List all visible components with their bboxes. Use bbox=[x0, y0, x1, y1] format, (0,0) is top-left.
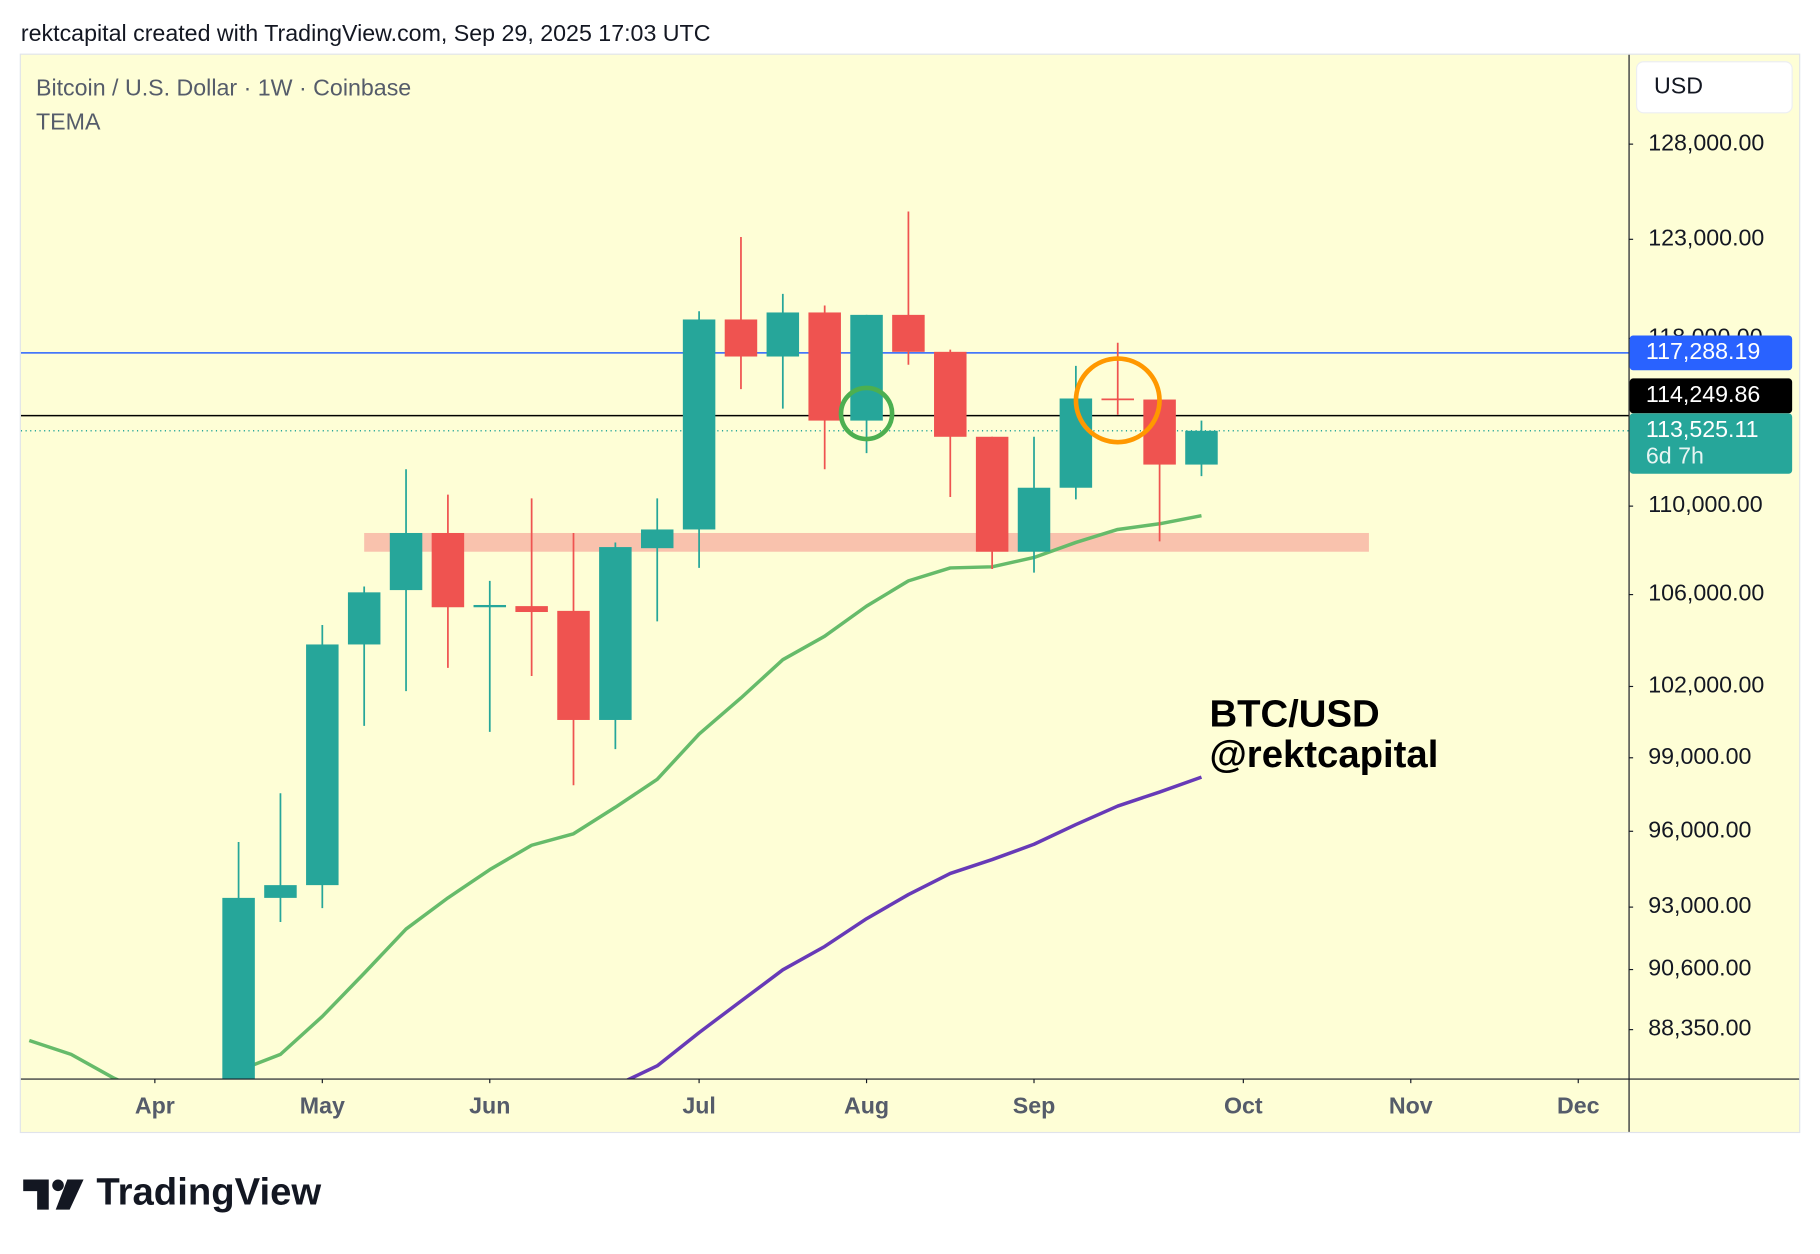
candle-body bbox=[515, 606, 548, 613]
candle-body bbox=[934, 351, 967, 437]
x-tick-label: Jun bbox=[469, 1093, 510, 1119]
plot-area bbox=[20, 211, 1629, 1079]
candle-body bbox=[1017, 487, 1051, 552]
logo-mark bbox=[55, 1179, 84, 1210]
y-tick-label: 93,000.00 bbox=[1648, 892, 1751, 918]
candle-body bbox=[724, 319, 758, 357]
tradingview-logo: TradingView bbox=[23, 1171, 321, 1214]
logo-mark bbox=[23, 1179, 49, 1210]
candle-body bbox=[557, 610, 590, 720]
price-level-label: 113,525.11 bbox=[1646, 416, 1759, 442]
candle-body bbox=[599, 547, 632, 720]
candle-body bbox=[1185, 430, 1218, 465]
candle-body bbox=[389, 532, 423, 591]
y-tick-label: 128,000.00 bbox=[1648, 129, 1764, 155]
candle-body bbox=[850, 314, 883, 421]
highlight-circle bbox=[838, 385, 895, 442]
candle-body bbox=[306, 644, 339, 886]
candle-body bbox=[975, 436, 1009, 552]
x-tick-label: Apr bbox=[135, 1093, 175, 1119]
x-tick-label: Oct bbox=[1224, 1093, 1263, 1119]
candle-body bbox=[431, 532, 465, 608]
y-tick-label: 123,000.00 bbox=[1648, 224, 1764, 250]
price-level-box bbox=[1629, 378, 1793, 414]
y-tick-label: 90,600.00 bbox=[1648, 955, 1751, 981]
countdown-label: 6d 7h bbox=[1646, 443, 1704, 469]
x-tick-label: Jul bbox=[682, 1093, 716, 1119]
x-tick-label: Nov bbox=[1389, 1093, 1433, 1119]
logo-text: TradingView bbox=[96, 1171, 321, 1214]
y-tick-label: 106,000.00 bbox=[1648, 580, 1764, 606]
tema-line bbox=[28, 513, 1202, 1079]
x-tick-label: Dec bbox=[1557, 1093, 1600, 1119]
candle-body bbox=[1101, 398, 1134, 401]
header: rektcapital created with TradingView.com… bbox=[21, 20, 711, 46]
tema-line bbox=[626, 775, 1203, 1079]
axes: 128,000.00123,000.00118,000.00110,000.00… bbox=[135, 129, 1793, 1119]
candle-body bbox=[808, 312, 841, 421]
chart-title: Bitcoin / U.S. Dollar · 1W · Coinbase bbox=[36, 75, 411, 101]
indicator-label: TEMA bbox=[36, 108, 101, 134]
price-level-box bbox=[1629, 335, 1793, 371]
y-tick-label: 99,000.00 bbox=[1648, 743, 1751, 769]
candle-body bbox=[264, 885, 297, 898]
candle-body bbox=[473, 604, 507, 608]
x-tick-label: Sep bbox=[1013, 1093, 1056, 1119]
highlight-circle bbox=[1073, 356, 1162, 445]
currency-box[interactable] bbox=[1636, 61, 1793, 114]
x-tick-label: May bbox=[300, 1093, 345, 1119]
y-tick-label: 110,000.00 bbox=[1648, 491, 1762, 517]
candle-body bbox=[222, 897, 255, 1079]
candle-body bbox=[766, 312, 800, 357]
candle-body bbox=[347, 592, 381, 645]
annotation: BTC/USD bbox=[1209, 693, 1379, 736]
price-level-label: 114,249.86 bbox=[1646, 381, 1760, 407]
logo-mark bbox=[52, 1179, 64, 1192]
y-tick-label: 88,350.00 bbox=[1648, 1015, 1751, 1041]
chart-pane bbox=[19, 53, 1801, 1134]
y-tick-label: 96,000.00 bbox=[1648, 816, 1751, 842]
price-level-box bbox=[1629, 413, 1793, 474]
y-tick-label: 102,000.00 bbox=[1648, 672, 1764, 698]
candle-body bbox=[640, 529, 674, 549]
candle-body bbox=[892, 314, 925, 352]
x-tick-label: Aug bbox=[844, 1093, 889, 1119]
annotation: @rektcapital bbox=[1209, 733, 1438, 776]
currency-label[interactable]: USD bbox=[1654, 72, 1703, 98]
candle-body bbox=[682, 319, 716, 530]
support-zone bbox=[364, 532, 1369, 552]
price-level-label: 117,288.19 bbox=[1646, 338, 1760, 364]
